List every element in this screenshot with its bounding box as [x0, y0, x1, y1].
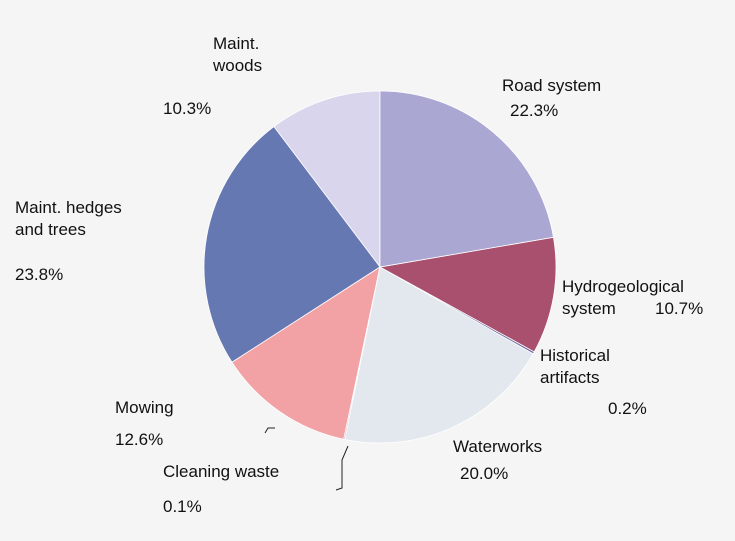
slice-label: Cleaning waste — [163, 462, 280, 481]
value-label: 0.2% — [608, 399, 647, 418]
slice-label: Road system — [502, 76, 602, 95]
leader-line — [264, 427, 275, 434]
pie-slice — [379, 90, 554, 268]
pie-slice — [203, 126, 381, 363]
slice-label: Hydrogeological system — [562, 277, 684, 318]
pie-slice — [344, 266, 534, 444]
leader-line — [335, 445, 349, 491]
value-label: 10.7% — [655, 299, 704, 318]
slice-label: Historical artifacts — [540, 346, 610, 387]
value-label: 22.3% — [510, 101, 559, 120]
slice-label: Mowing — [115, 398, 174, 417]
value-label: 0.1% — [163, 497, 202, 516]
value-label: 23.8% — [15, 265, 64, 284]
pie-slice — [378, 236, 557, 353]
slice-label: Waterworks — [453, 437, 543, 456]
value-label: 20.0% — [460, 464, 509, 483]
value-label: 10.3% — [163, 99, 212, 118]
pie-slice — [273, 90, 381, 269]
slice-label: Maint. woods — [213, 34, 263, 75]
pie-slice — [231, 266, 381, 440]
value-label: 12.6% — [115, 430, 164, 449]
slice-label: Maint. hedges and trees — [15, 198, 122, 239]
